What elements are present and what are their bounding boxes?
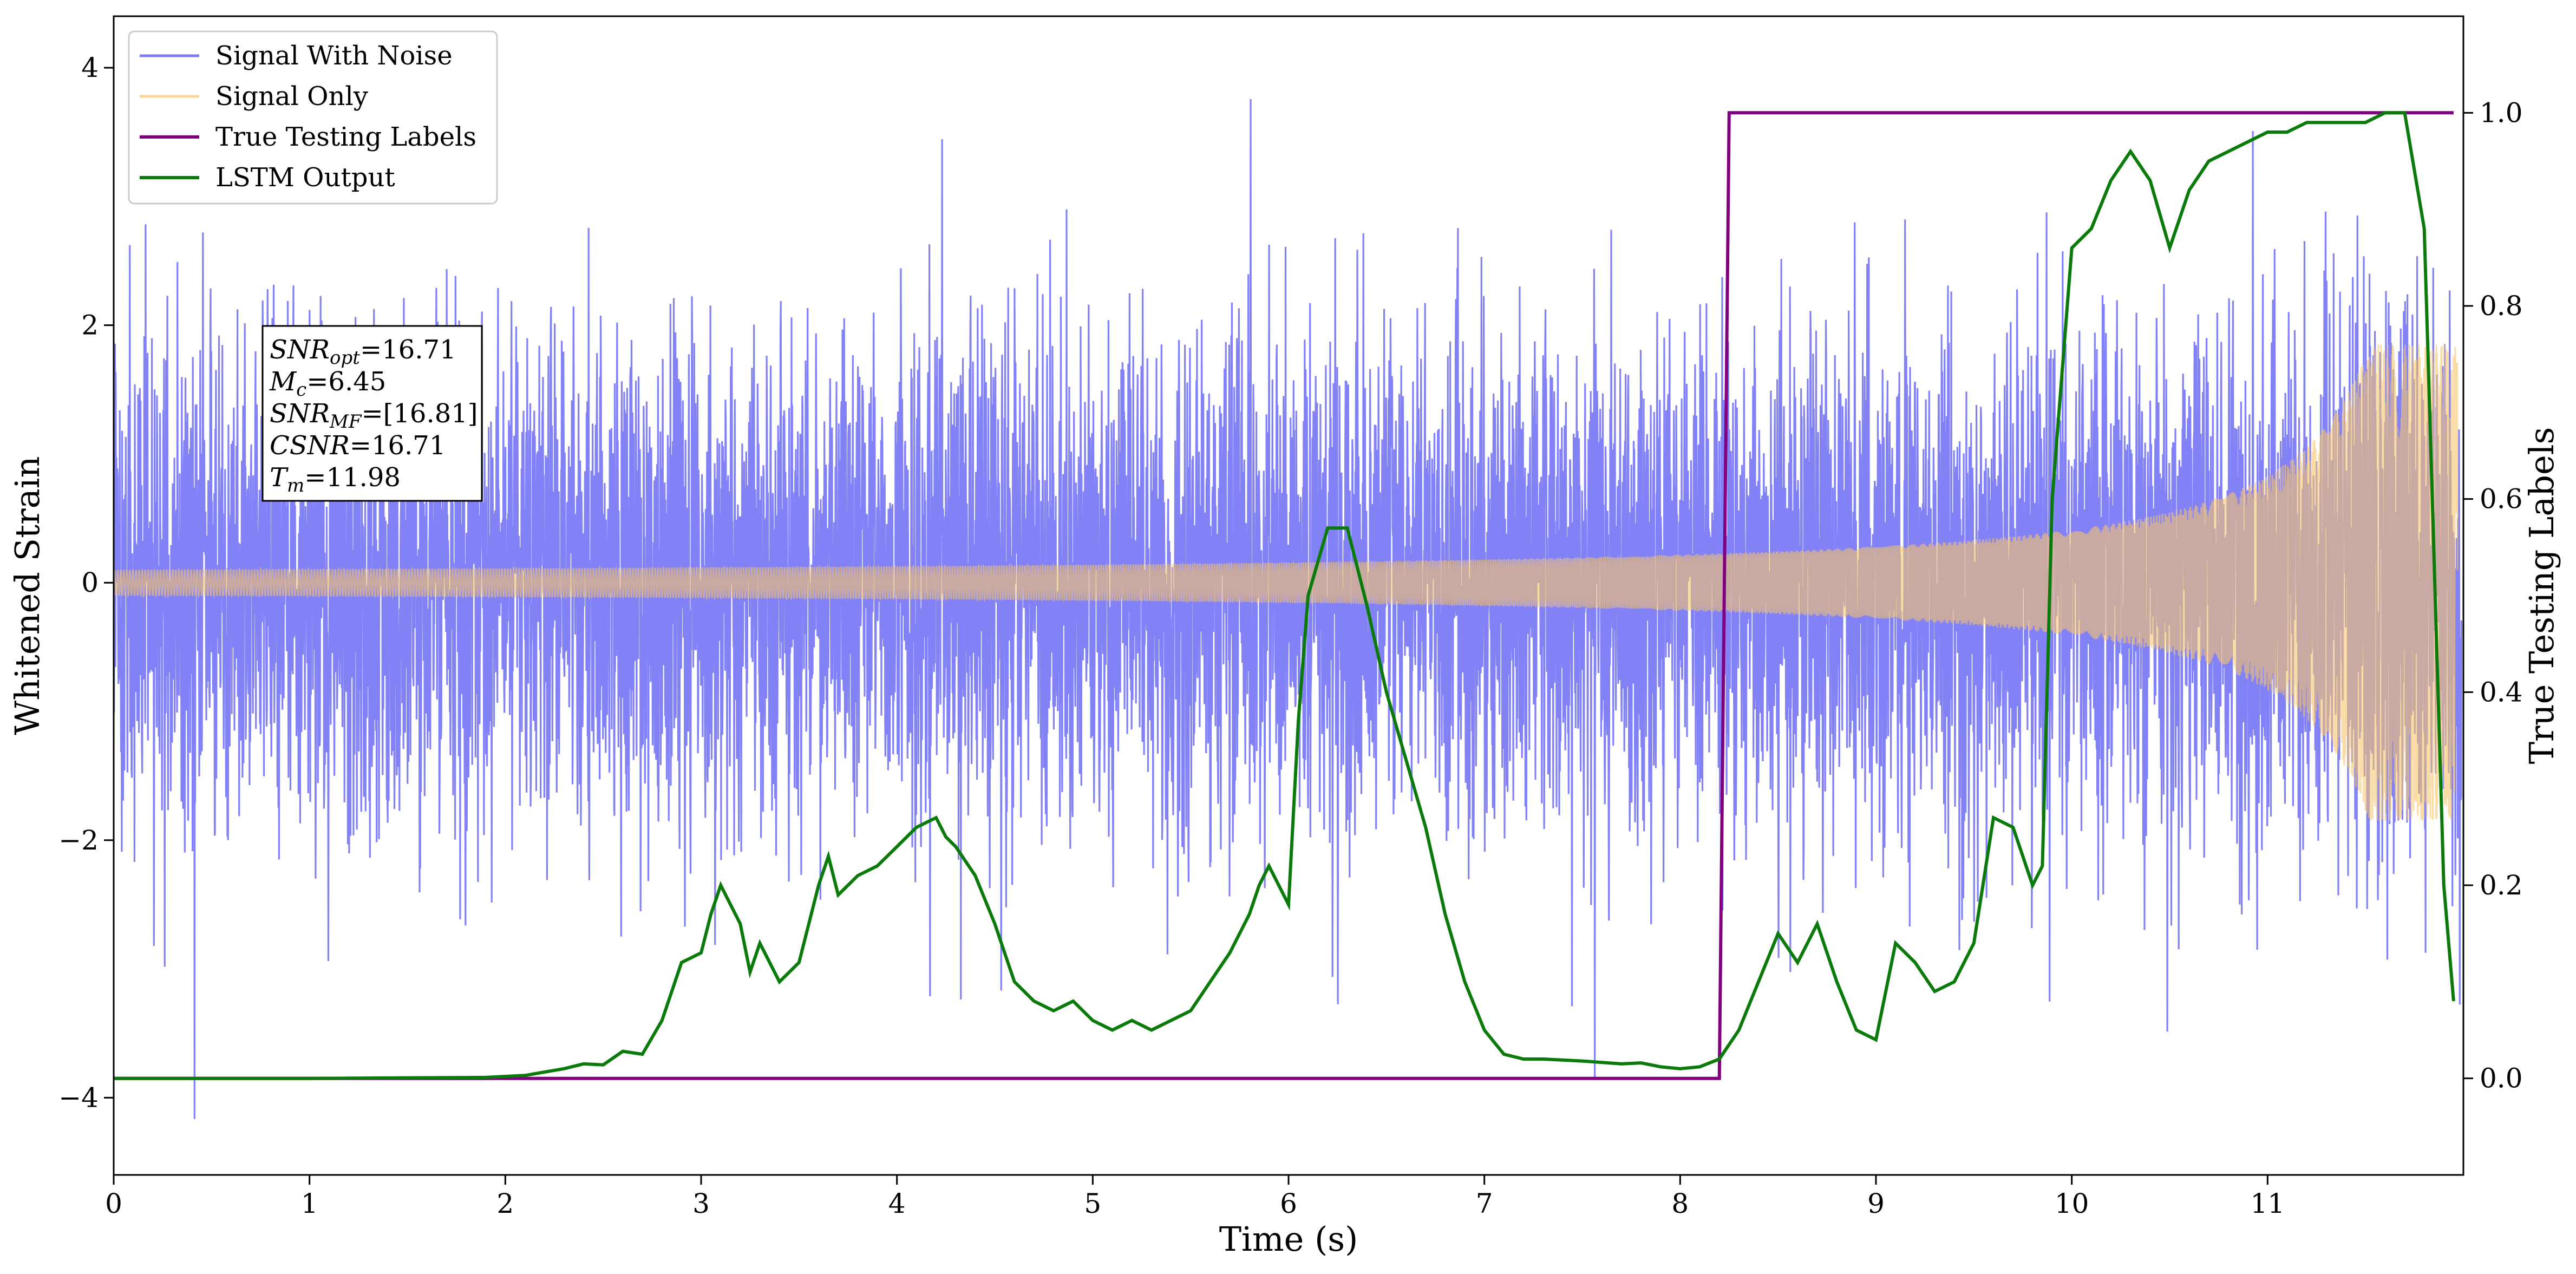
y-right-tick-label: 0.2 bbox=[2480, 870, 2523, 901]
y-right-tick-label: 0.6 bbox=[2480, 484, 2523, 515]
y-left-tick-label: −4 bbox=[58, 1082, 99, 1113]
info-box-frame bbox=[261, 325, 483, 502]
y-right-tick-label: 0.8 bbox=[2480, 290, 2523, 322]
legend-label: Signal With Noise bbox=[215, 41, 453, 71]
y-left-tick-label: 4 bbox=[81, 52, 99, 83]
info-snr-opt: SNRopt=16.71 bbox=[270, 335, 456, 369]
x-tick-label: 7 bbox=[1476, 1188, 1493, 1219]
series-layer bbox=[114, 99, 2462, 1119]
y-right-tick-label: 0.0 bbox=[2480, 1063, 2523, 1094]
y-left-tick-label: 0 bbox=[81, 567, 99, 598]
info-box: SNRopt=16.71 Mc=6.45 SNRMF=[16.81] CSNR=… bbox=[261, 325, 483, 502]
y-axis-left-ticks: −4 −2 0 2 4 bbox=[58, 52, 114, 1113]
y-axis-right-label: True Testing Labels bbox=[2522, 427, 2561, 765]
info-csnr: CSNR=16.71 bbox=[270, 430, 446, 461]
signal-only-line bbox=[114, 344, 2459, 821]
x-tick-label: 11 bbox=[2251, 1188, 2285, 1219]
info-tm: Tm=11.98 bbox=[270, 462, 401, 496]
x-tick-label: 10 bbox=[2055, 1188, 2089, 1219]
legend-label: True Testing Labels bbox=[215, 122, 476, 152]
legend-label: LSTM Output bbox=[215, 162, 395, 193]
y-right-tick-label: 1.0 bbox=[2480, 97, 2523, 128]
info-snr-mf: SNRMF=[16.81] bbox=[270, 398, 478, 433]
y-left-tick-label: 2 bbox=[81, 310, 99, 341]
y-left-tick-label: −2 bbox=[58, 825, 99, 856]
legend: Signal With Noise Signal Only True Testing… bbox=[128, 30, 498, 205]
y-right-tick-label: 0.4 bbox=[2480, 676, 2523, 708]
lstm-output-line bbox=[114, 111, 2455, 1080]
x-tick-label: 6 bbox=[1280, 1188, 1297, 1219]
legend-label: Signal Only bbox=[215, 81, 368, 112]
y-axis-left-label: Whitened Strain bbox=[8, 456, 47, 735]
info-mc: Mc=6.45 bbox=[269, 367, 386, 401]
x-tick-label: 3 bbox=[692, 1188, 710, 1219]
x-axis-ticks: 0 1 2 3 4 5 6 7 8 9 10 11 bbox=[105, 1175, 2285, 1219]
x-tick-label: 2 bbox=[496, 1188, 514, 1219]
x-tick-label: 8 bbox=[1671, 1188, 1689, 1219]
x-tick-label: 9 bbox=[1867, 1188, 1885, 1219]
legend-box bbox=[128, 30, 498, 205]
x-tick-label: 5 bbox=[1084, 1188, 1101, 1219]
x-tick-label: 1 bbox=[301, 1188, 318, 1219]
x-tick-label: 0 bbox=[105, 1188, 122, 1219]
true-testing-labels-line bbox=[114, 111, 2454, 1080]
x-tick-label: 4 bbox=[888, 1188, 906, 1219]
x-axis-label: Time (s) bbox=[1219, 1219, 1358, 1259]
y-axis-right-ticks: 0.0 0.2 0.4 0.6 0.8 1.0 bbox=[2463, 97, 2523, 1094]
